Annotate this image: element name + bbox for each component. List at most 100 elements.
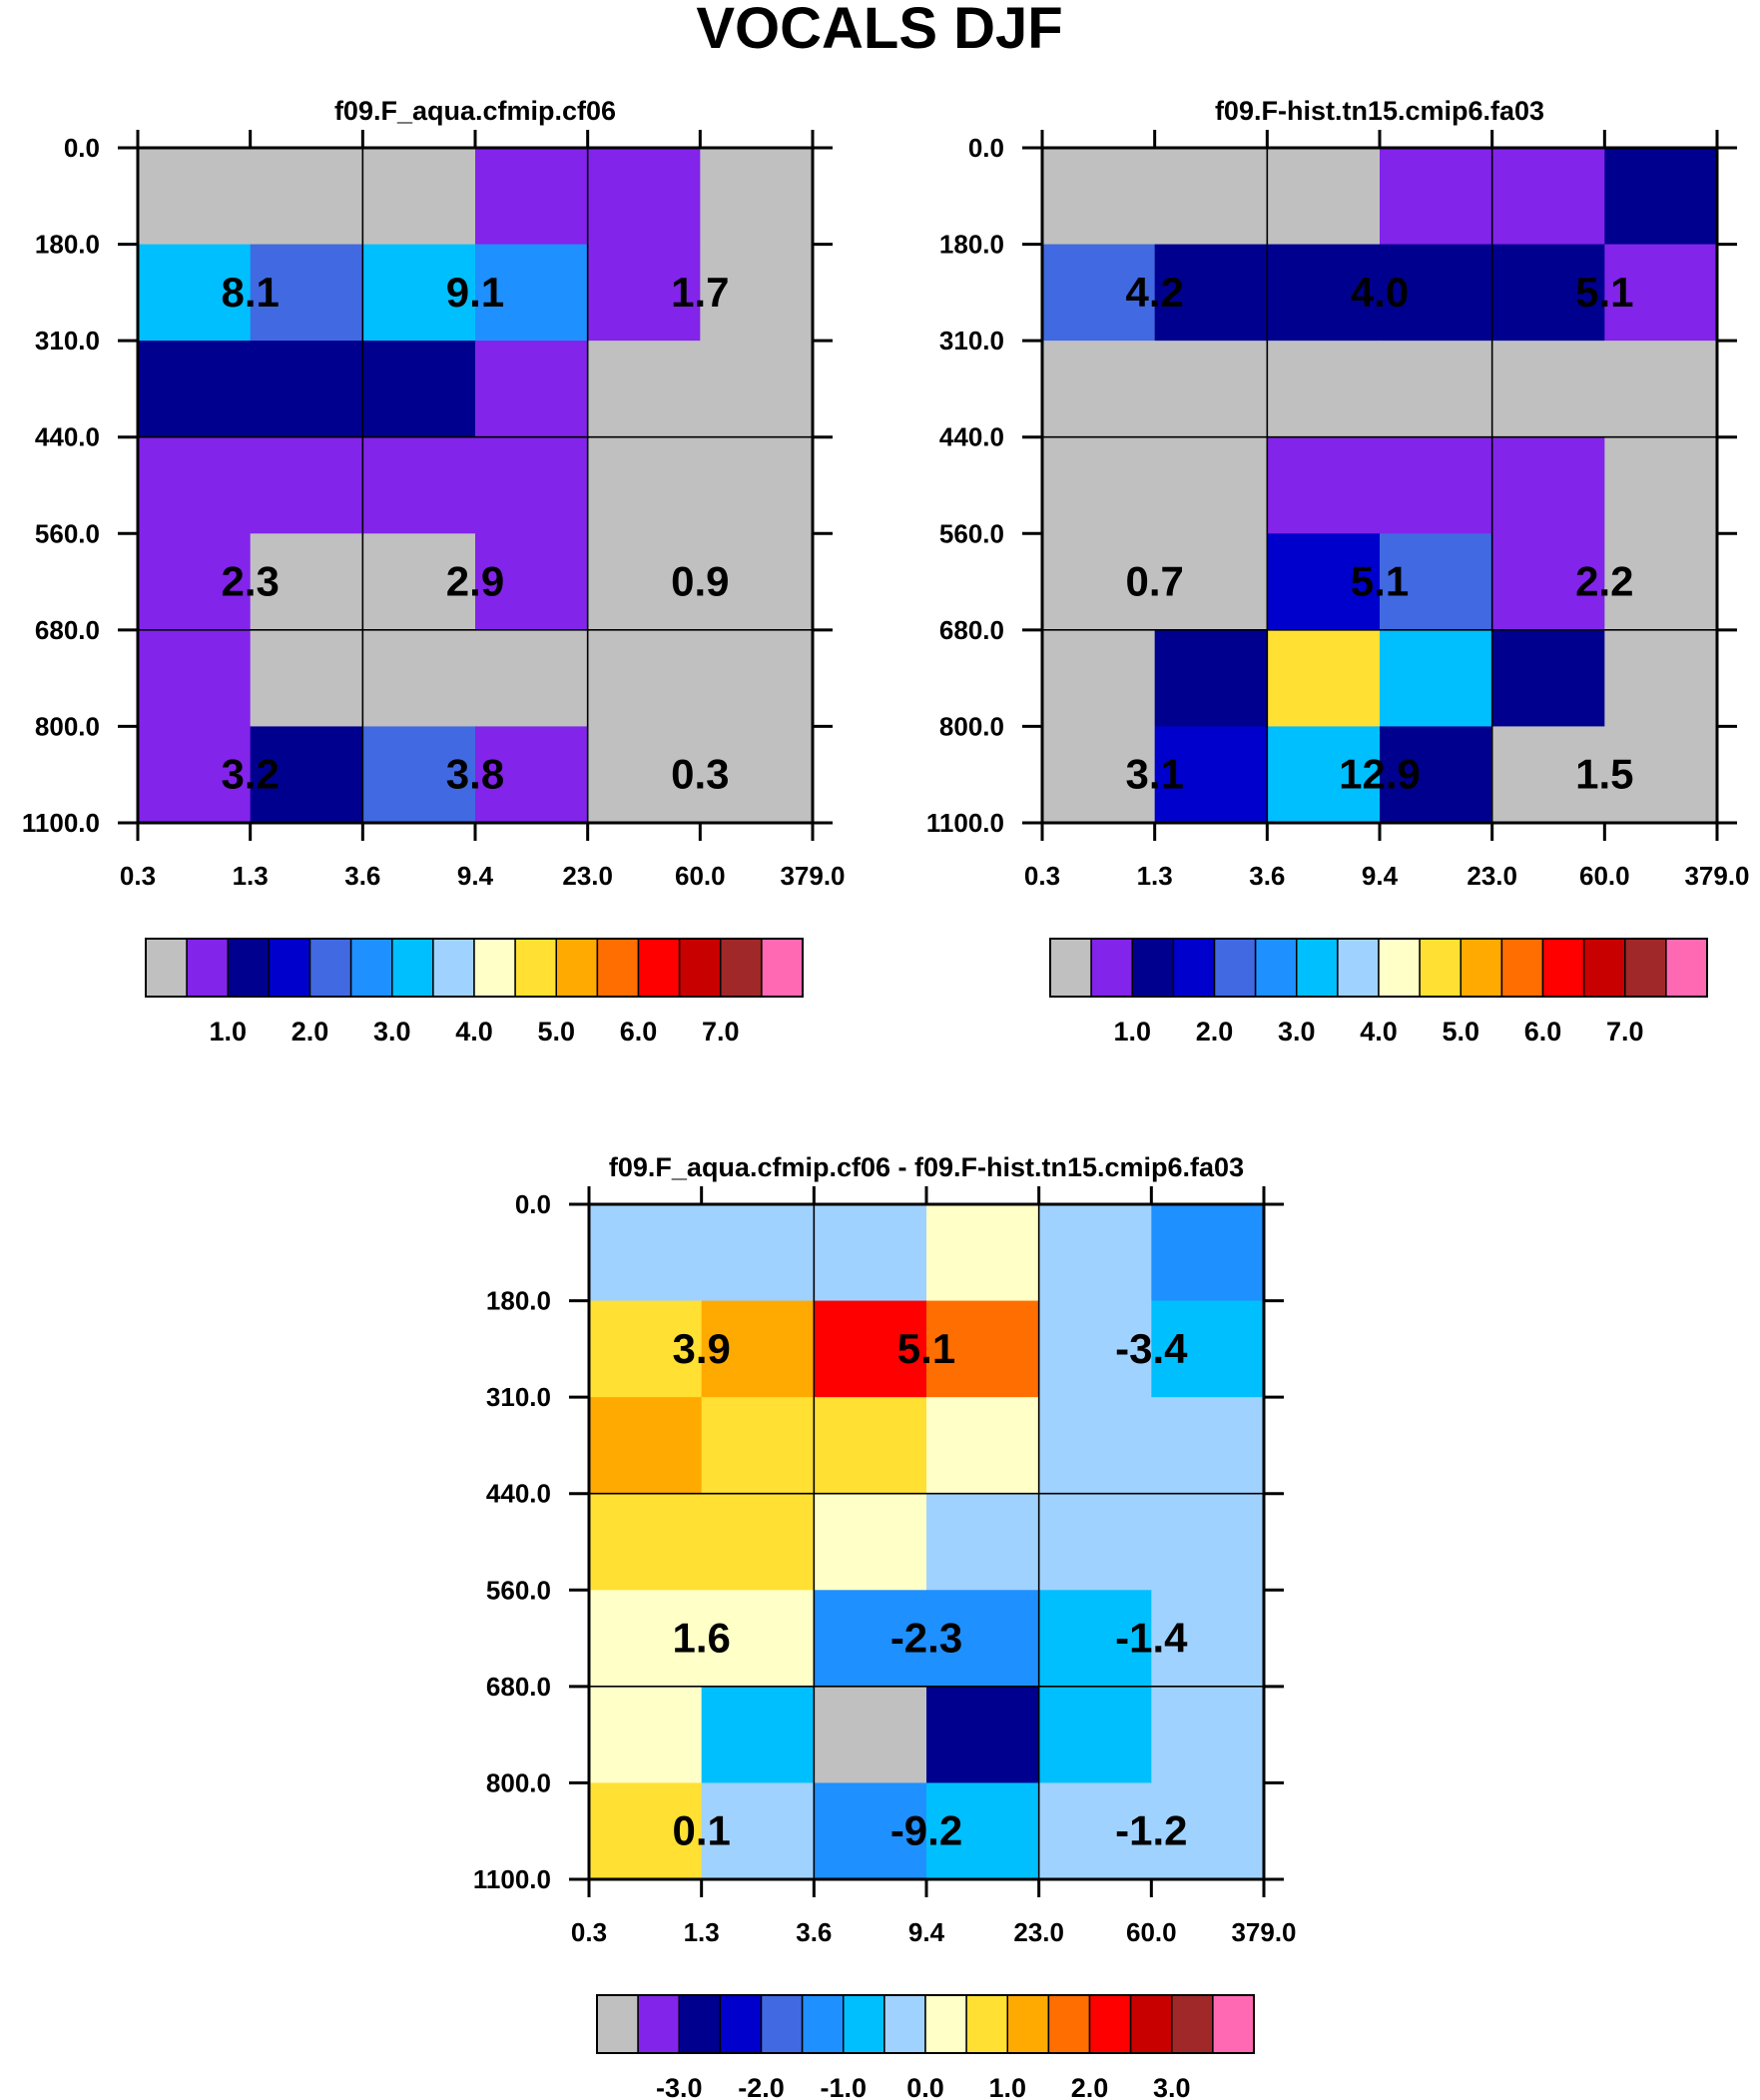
heatmap-cell — [1042, 533, 1156, 631]
block-value-label: 8.1 — [221, 269, 279, 316]
x-tick-label: 3.6 — [796, 1917, 832, 1947]
colorbar-swatch — [1213, 938, 1257, 998]
heatmap-cell — [250, 726, 363, 824]
heatmap-cell — [1154, 533, 1268, 631]
block-value-label: 1.7 — [671, 269, 729, 316]
colorbar: 1.0 2.0 3.0 4.0 5.0 6.0 7.0 — [145, 938, 804, 1047]
colorbar-swatch — [1419, 938, 1462, 998]
heatmap-cell — [1604, 341, 1718, 438]
colorbar-label: 6.0 — [1524, 1017, 1562, 1047]
heatmap-cell — [701, 1397, 815, 1495]
heatmap-cell — [1038, 1300, 1152, 1398]
heatmap-cell — [1038, 1686, 1152, 1783]
colorbar-swatch — [1047, 1994, 1091, 2054]
colorbar-label: 2.0 — [292, 1017, 329, 1047]
colorbar-swatch — [432, 938, 475, 998]
heatmap-cell — [1151, 1782, 1265, 1880]
heatmap-cell — [1380, 341, 1493, 438]
heatmap-cell — [1154, 244, 1268, 342]
colorbar-label: 7.0 — [702, 1017, 740, 1047]
heatmap-cell — [250, 341, 363, 438]
colorbar-swatch — [1090, 938, 1133, 998]
heatmap-cell — [1267, 341, 1381, 438]
heatmap-cell — [250, 436, 363, 534]
heatmap-cell — [250, 629, 363, 727]
y-tick-label: 560.0 — [486, 1575, 551, 1605]
colorbar-label: 4.0 — [1360, 1017, 1398, 1047]
colorbar-label: 0.0 — [906, 2073, 944, 2100]
x-tick-label: 60.0 — [675, 861, 726, 891]
block-value-label: 5.1 — [1351, 558, 1409, 605]
x-tick-label: 3.6 — [1249, 861, 1285, 891]
heatmap-cell — [814, 1686, 927, 1783]
colorbar-label: 1.0 — [988, 2073, 1026, 2100]
heatmap-cell — [1154, 148, 1268, 246]
block-value-label: 2.9 — [446, 558, 504, 605]
heatmap-cell — [589, 1493, 703, 1591]
heatmap-cell — [1267, 148, 1381, 246]
heatmap-cell — [1042, 726, 1156, 824]
heatmap-cell — [1491, 244, 1605, 342]
heatmap-cell — [1038, 1204, 1152, 1302]
x-tick-label: 1.3 — [684, 1917, 720, 1947]
heatmap-cell — [138, 341, 252, 438]
colorbar-swatch — [186, 938, 229, 998]
colorbar-label: 6.0 — [620, 1017, 658, 1047]
colorbar-label: 2.0 — [1071, 2073, 1109, 2100]
block-value-label: 5.1 — [897, 1325, 955, 1372]
x-tick-label: 0.3 — [571, 1917, 607, 1947]
block-value-label: 4.0 — [1351, 269, 1409, 316]
heatmap-cell — [1038, 1782, 1152, 1880]
heatmap-cell — [1604, 244, 1718, 342]
colorbar-label: 1.0 — [209, 1017, 247, 1047]
heatmap-cell — [1042, 244, 1156, 342]
heatmap-cell — [475, 341, 589, 438]
heatmap-cell — [362, 436, 476, 534]
colorbar-swatch — [473, 938, 516, 998]
heatmap-cell — [362, 533, 476, 631]
colorbar-label: -3.0 — [656, 2073, 703, 2100]
heatmap-cell — [814, 1204, 927, 1302]
heatmap-cell — [1154, 341, 1268, 438]
heatmap-cell — [700, 533, 814, 631]
colorbar: -3.0 -2.0 -1.0 0.0 1.0 2.0 3.0 — [596, 1994, 1255, 2100]
heatmap-cell — [1491, 726, 1605, 824]
colorbar-swatch — [1541, 938, 1585, 998]
y-tick-label: 180.0 — [486, 1286, 551, 1316]
colorbar-swatch — [1006, 1994, 1050, 2054]
colorbar-swatch — [1172, 938, 1216, 998]
heatmap-cell — [1491, 341, 1605, 438]
colorbar-label: 3.0 — [1153, 2073, 1191, 2100]
heatmap-cell — [475, 629, 589, 727]
heatmap-cell — [701, 1300, 815, 1398]
colorbar-frame — [596, 1994, 1255, 2054]
heatmap-cell — [926, 1782, 1040, 1880]
colorbar-swatch — [1582, 938, 1626, 998]
heatmap-cell — [700, 148, 814, 246]
y-tick-label: 310.0 — [486, 1382, 551, 1412]
x-tick-label: 379.0 — [1684, 861, 1749, 891]
heatmap-cell — [926, 1397, 1040, 1495]
y-tick-label: 180.0 — [35, 230, 100, 260]
x-tick-label: 60.0 — [1579, 861, 1630, 891]
colorbar-swatch — [227, 938, 271, 998]
heatmap-cell — [138, 629, 252, 727]
colorbar-swatch — [1171, 1994, 1214, 2054]
heatmap-cell — [587, 533, 701, 631]
heatmap-cell — [1151, 1686, 1265, 1783]
x-tick-label: 0.3 — [1024, 861, 1060, 891]
heatmap-cell — [1380, 533, 1493, 631]
heatmap-cell — [1042, 148, 1156, 246]
colorbar-swatch — [1624, 938, 1667, 998]
x-tick-label: 23.0 — [1013, 1917, 1064, 1947]
y-tick-label: 800.0 — [939, 711, 1004, 741]
x-tick-label: 1.3 — [233, 861, 269, 891]
colorbar-swatch — [1337, 938, 1380, 998]
colorbar-swatch — [596, 938, 640, 998]
heatmap-cell — [589, 1204, 703, 1302]
colorbar-swatch — [801, 1994, 845, 2054]
heatmap-cell — [814, 1590, 927, 1688]
heatmap-cell — [589, 1397, 703, 1495]
panel-3: 0.3 1.3 3.6 9.4 23.0 60.0 379.0 0.0 180.0 310.0 44… — [473, 1152, 1297, 2100]
heatmap-cell — [587, 341, 701, 438]
